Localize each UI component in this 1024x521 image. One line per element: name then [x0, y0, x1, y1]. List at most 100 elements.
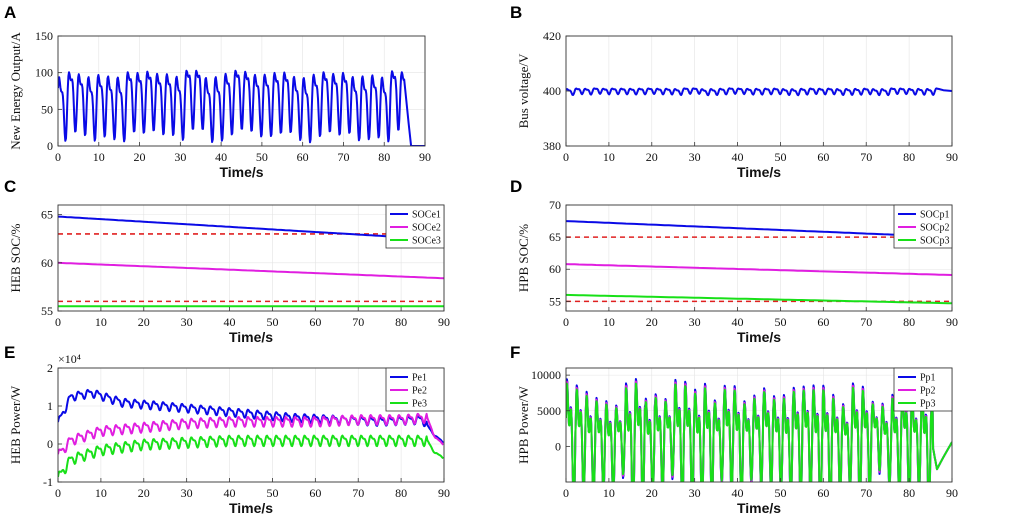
x-tick-label: 80 — [378, 150, 390, 164]
x-tick-label: 50 — [256, 150, 268, 164]
x-tick-label: 70 — [860, 486, 872, 500]
x-tick-label: 40 — [732, 315, 744, 329]
series-line-socp1 — [566, 220, 952, 239]
x-tick-label: 90 — [438, 486, 450, 500]
y-tick-label: 400 — [543, 84, 561, 98]
x-tick-label: 90 — [946, 315, 958, 329]
x-tick-label: 20 — [138, 486, 150, 500]
x-tick-label: 20 — [646, 150, 658, 164]
x-tick-label: 10 — [93, 150, 105, 164]
exponent-label: ×10⁴ — [58, 352, 81, 366]
x-axis-label: Time/s — [737, 329, 781, 345]
y-tick-label: 5000 — [537, 404, 561, 418]
y-tick-label: 420 — [543, 29, 561, 43]
y-tick-label: 380 — [543, 139, 561, 153]
y-axis-label: HEB Power/W — [8, 385, 23, 464]
legend-label: SOCp3 — [920, 236, 949, 247]
series-line-soce1 — [58, 215, 444, 241]
x-tick-label: 40 — [215, 150, 227, 164]
x-tick-label: 80 — [903, 315, 915, 329]
x-axis-label: Time/s — [737, 500, 781, 516]
legend-label: Pe2 — [412, 386, 427, 397]
legend-label: Pe1 — [412, 373, 427, 384]
y-axis-label: Bus voltage/V — [516, 53, 531, 128]
y-tick-label: -1 — [43, 475, 53, 489]
x-tick-label: 90 — [419, 150, 431, 164]
y-axis-label: HPB SOC/% — [516, 224, 531, 292]
panel-letter: D — [510, 177, 522, 196]
x-axis-label: Time/s — [219, 164, 263, 180]
panel-c: 0 10 20 30 40 50 60 70 80 90 55 60 65 Time/s HEB SOC/%… — [4, 177, 450, 345]
y-tick-label: 65 — [41, 208, 53, 222]
x-tick-label: 10 — [603, 315, 615, 329]
legend-label: SOCp2 — [920, 223, 949, 234]
x-axis-label: Time/s — [229, 329, 273, 345]
legend-label: Pp2 — [920, 386, 936, 397]
x-tick-label: 10 — [603, 150, 615, 164]
legend-label: SOCp1 — [920, 210, 949, 221]
legend-label: SOCe3 — [412, 236, 441, 247]
plot-frame — [57, 367, 445, 483]
x-tick-label: 0 — [563, 486, 569, 500]
x-tick-label: 90 — [438, 315, 450, 329]
x-tick-label: 10 — [95, 486, 107, 500]
x-tick-label: 30 — [689, 486, 701, 500]
x-tick-label: 70 — [337, 150, 349, 164]
series-line-output — [58, 69, 425, 146]
series-line-pp3 — [566, 382, 952, 482]
x-tick-label: 80 — [903, 150, 915, 164]
y-tick-label: 60 — [41, 256, 53, 270]
y-tick-label: 0 — [47, 437, 53, 451]
x-tick-label: 40 — [732, 150, 744, 164]
legend: SOCe1 SOCe2 SOCe3 — [385, 204, 445, 249]
x-tick-label: 70 — [352, 486, 364, 500]
x-tick-label: 80 — [395, 486, 407, 500]
plot-frame — [565, 204, 953, 312]
legend-label: Pp1 — [920, 373, 936, 384]
x-tick-label: 60 — [817, 150, 829, 164]
panel-letter: C — [4, 177, 16, 196]
y-tick-label: 1 — [47, 399, 53, 413]
x-tick-label: 60 — [309, 486, 321, 500]
x-tick-label: 70 — [860, 315, 872, 329]
series-line-socp2 — [566, 263, 952, 276]
x-tick-label: 0 — [563, 150, 569, 164]
y-tick-label: 60 — [549, 262, 561, 276]
panel-b: 0 10 20 30 40 50 60 70 80 90 380 400 420 Time/s Bus vo… — [510, 3, 958, 180]
x-tick-label: 10 — [603, 486, 615, 500]
y-tick-label: 55 — [549, 294, 561, 308]
series-line-socp3 — [566, 293, 952, 305]
x-tick-label: 40 — [732, 486, 744, 500]
y-tick-label: 65 — [549, 230, 561, 244]
x-tick-label: 20 — [646, 315, 658, 329]
y-tick-label: 2 — [47, 361, 53, 375]
y-tick-label: 55 — [41, 304, 53, 318]
panel-letter: E — [4, 343, 15, 362]
legend: SOCp1 SOCp2 SOCp3 — [893, 204, 953, 249]
x-tick-label: 20 — [646, 486, 658, 500]
panel-d: 0 10 20 30 40 50 60 70 80 90 55 60 65 70 Time/s HPB SOC… — [510, 177, 958, 345]
y-axis-label: HPB Power/W — [516, 385, 531, 463]
legend-label: SOCe1 — [412, 210, 441, 221]
y-tick-label: 100 — [35, 66, 53, 80]
panel-letter: A — [4, 3, 16, 22]
x-tick-label: 60 — [817, 315, 829, 329]
x-tick-label: 80 — [395, 315, 407, 329]
y-tick-label: 50 — [41, 102, 53, 116]
panel-letter: B — [510, 3, 522, 22]
x-tick-label: 60 — [817, 486, 829, 500]
x-axis-label: Time/s — [737, 164, 781, 180]
x-tick-label: 30 — [689, 150, 701, 164]
y-tick-label: 70 — [549, 198, 561, 212]
x-tick-label: 50 — [774, 315, 786, 329]
x-tick-label: 90 — [946, 150, 958, 164]
panel-letter: F — [510, 343, 520, 362]
x-tick-label: 0 — [563, 315, 569, 329]
x-tick-label: 30 — [689, 315, 701, 329]
series-line-pe1 — [58, 388, 444, 444]
legend: Pp1 Pp2 Pp3 — [893, 367, 953, 412]
legend-label: Pe3 — [412, 399, 427, 410]
x-axis-label: Time/s — [229, 500, 273, 516]
